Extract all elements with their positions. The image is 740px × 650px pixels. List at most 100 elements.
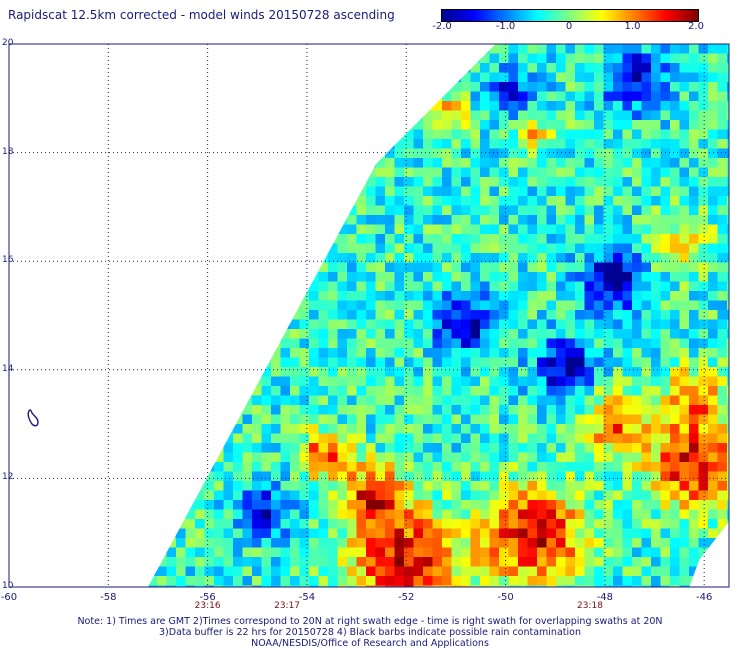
swath-cell bbox=[632, 300, 642, 311]
swath-cell bbox=[727, 376, 729, 387]
swath-cell bbox=[451, 433, 462, 444]
swath-cell bbox=[290, 253, 300, 263]
swath-cell bbox=[404, 528, 414, 539]
swath-cell bbox=[110, 73, 120, 83]
swath-cell bbox=[309, 243, 319, 254]
swath-cell bbox=[261, 367, 272, 377]
swath-cell bbox=[185, 481, 196, 491]
swath-cell bbox=[375, 186, 386, 197]
swath-cell bbox=[432, 357, 443, 368]
swath-cell bbox=[110, 538, 120, 548]
swath-cell bbox=[546, 139, 557, 149]
swath-cell bbox=[641, 367, 652, 377]
swath-cell bbox=[518, 424, 528, 434]
swath-cell bbox=[480, 291, 490, 301]
swath-cell bbox=[603, 53, 614, 64]
swath-cell bbox=[451, 576, 462, 586]
swath-cell bbox=[185, 300, 196, 311]
swath-cell bbox=[717, 471, 728, 482]
swath-cell bbox=[565, 395, 576, 406]
swath-cell bbox=[689, 310, 699, 320]
swath-cell bbox=[176, 196, 186, 206]
swath-cell bbox=[660, 310, 671, 320]
swath-cell bbox=[119, 111, 129, 121]
swath-cell bbox=[242, 224, 253, 235]
swath-cell bbox=[423, 262, 433, 273]
swath-cell bbox=[328, 91, 338, 102]
swath-cell bbox=[100, 491, 110, 501]
swath-cell bbox=[157, 329, 167, 339]
swath-cell bbox=[252, 234, 262, 244]
swath-cell bbox=[537, 139, 547, 149]
swath-cell bbox=[584, 300, 595, 311]
swath-cell bbox=[727, 44, 729, 54]
swath-cell bbox=[698, 471, 709, 482]
swath-cell bbox=[689, 224, 699, 235]
swath-cell bbox=[480, 129, 490, 140]
swath-cell bbox=[110, 453, 120, 463]
swath-cell bbox=[223, 376, 234, 387]
swath-cell bbox=[394, 452, 405, 463]
swath-cell bbox=[233, 196, 243, 206]
swath-cell bbox=[356, 547, 367, 558]
swath-cell bbox=[148, 148, 158, 159]
swath-cell bbox=[214, 243, 224, 254]
swath-cell bbox=[727, 82, 729, 92]
swath-cell bbox=[727, 310, 729, 320]
swath-cell bbox=[148, 262, 158, 273]
swath-cell bbox=[527, 471, 538, 482]
swath-cell bbox=[442, 319, 452, 330]
swath-cell bbox=[129, 234, 139, 244]
swath-cell bbox=[461, 63, 471, 73]
swath-cell bbox=[423, 414, 433, 425]
swath-cell bbox=[271, 547, 281, 558]
swath-cell bbox=[432, 500, 443, 510]
swath-cell bbox=[584, 566, 595, 577]
swath-cell bbox=[622, 234, 633, 244]
swath-cell bbox=[651, 452, 661, 463]
swath-cell bbox=[527, 319, 538, 330]
swath-cell bbox=[252, 452, 262, 463]
swath-cell bbox=[518, 500, 528, 510]
swath-cell bbox=[185, 433, 196, 444]
swath-cell bbox=[660, 424, 671, 434]
swath-cell bbox=[632, 490, 642, 501]
swath-cell bbox=[404, 576, 414, 586]
swath-cell bbox=[356, 500, 367, 510]
swath-cell bbox=[148, 243, 158, 254]
swath-cell bbox=[242, 177, 253, 187]
swath-cell bbox=[670, 338, 680, 349]
swath-cell bbox=[451, 177, 462, 187]
swath-cell bbox=[594, 585, 604, 587]
swath-cell bbox=[499, 319, 509, 330]
swath-cell bbox=[727, 158, 729, 168]
swath-cell bbox=[660, 262, 671, 273]
swath-cell bbox=[489, 139, 500, 149]
swath-cell bbox=[632, 129, 642, 140]
swath-cell bbox=[138, 491, 148, 501]
swath-cell bbox=[499, 224, 509, 235]
swath-cell bbox=[480, 395, 490, 406]
swath-cell bbox=[404, 348, 414, 358]
swath-cell bbox=[214, 576, 224, 586]
swath-cell bbox=[318, 452, 329, 463]
swath-cell bbox=[432, 310, 443, 320]
swath-cell bbox=[499, 253, 509, 263]
swath-cell bbox=[632, 433, 642, 444]
swath-cell bbox=[290, 196, 300, 206]
swath-cell bbox=[148, 139, 158, 149]
swath-cell bbox=[584, 585, 595, 587]
swath-cell bbox=[356, 281, 367, 292]
swath-cell bbox=[404, 148, 414, 159]
swath-cell bbox=[575, 53, 585, 64]
swath-cell bbox=[670, 300, 680, 311]
swath-cell bbox=[129, 491, 139, 501]
swath-cell bbox=[660, 376, 671, 387]
swath-cell bbox=[138, 320, 148, 330]
swath-cell bbox=[204, 566, 215, 577]
swath-cell bbox=[290, 462, 300, 472]
swath-cell bbox=[632, 120, 642, 130]
swath-cell bbox=[223, 177, 234, 187]
swath-cell bbox=[318, 167, 329, 178]
swath-cell bbox=[651, 357, 661, 368]
